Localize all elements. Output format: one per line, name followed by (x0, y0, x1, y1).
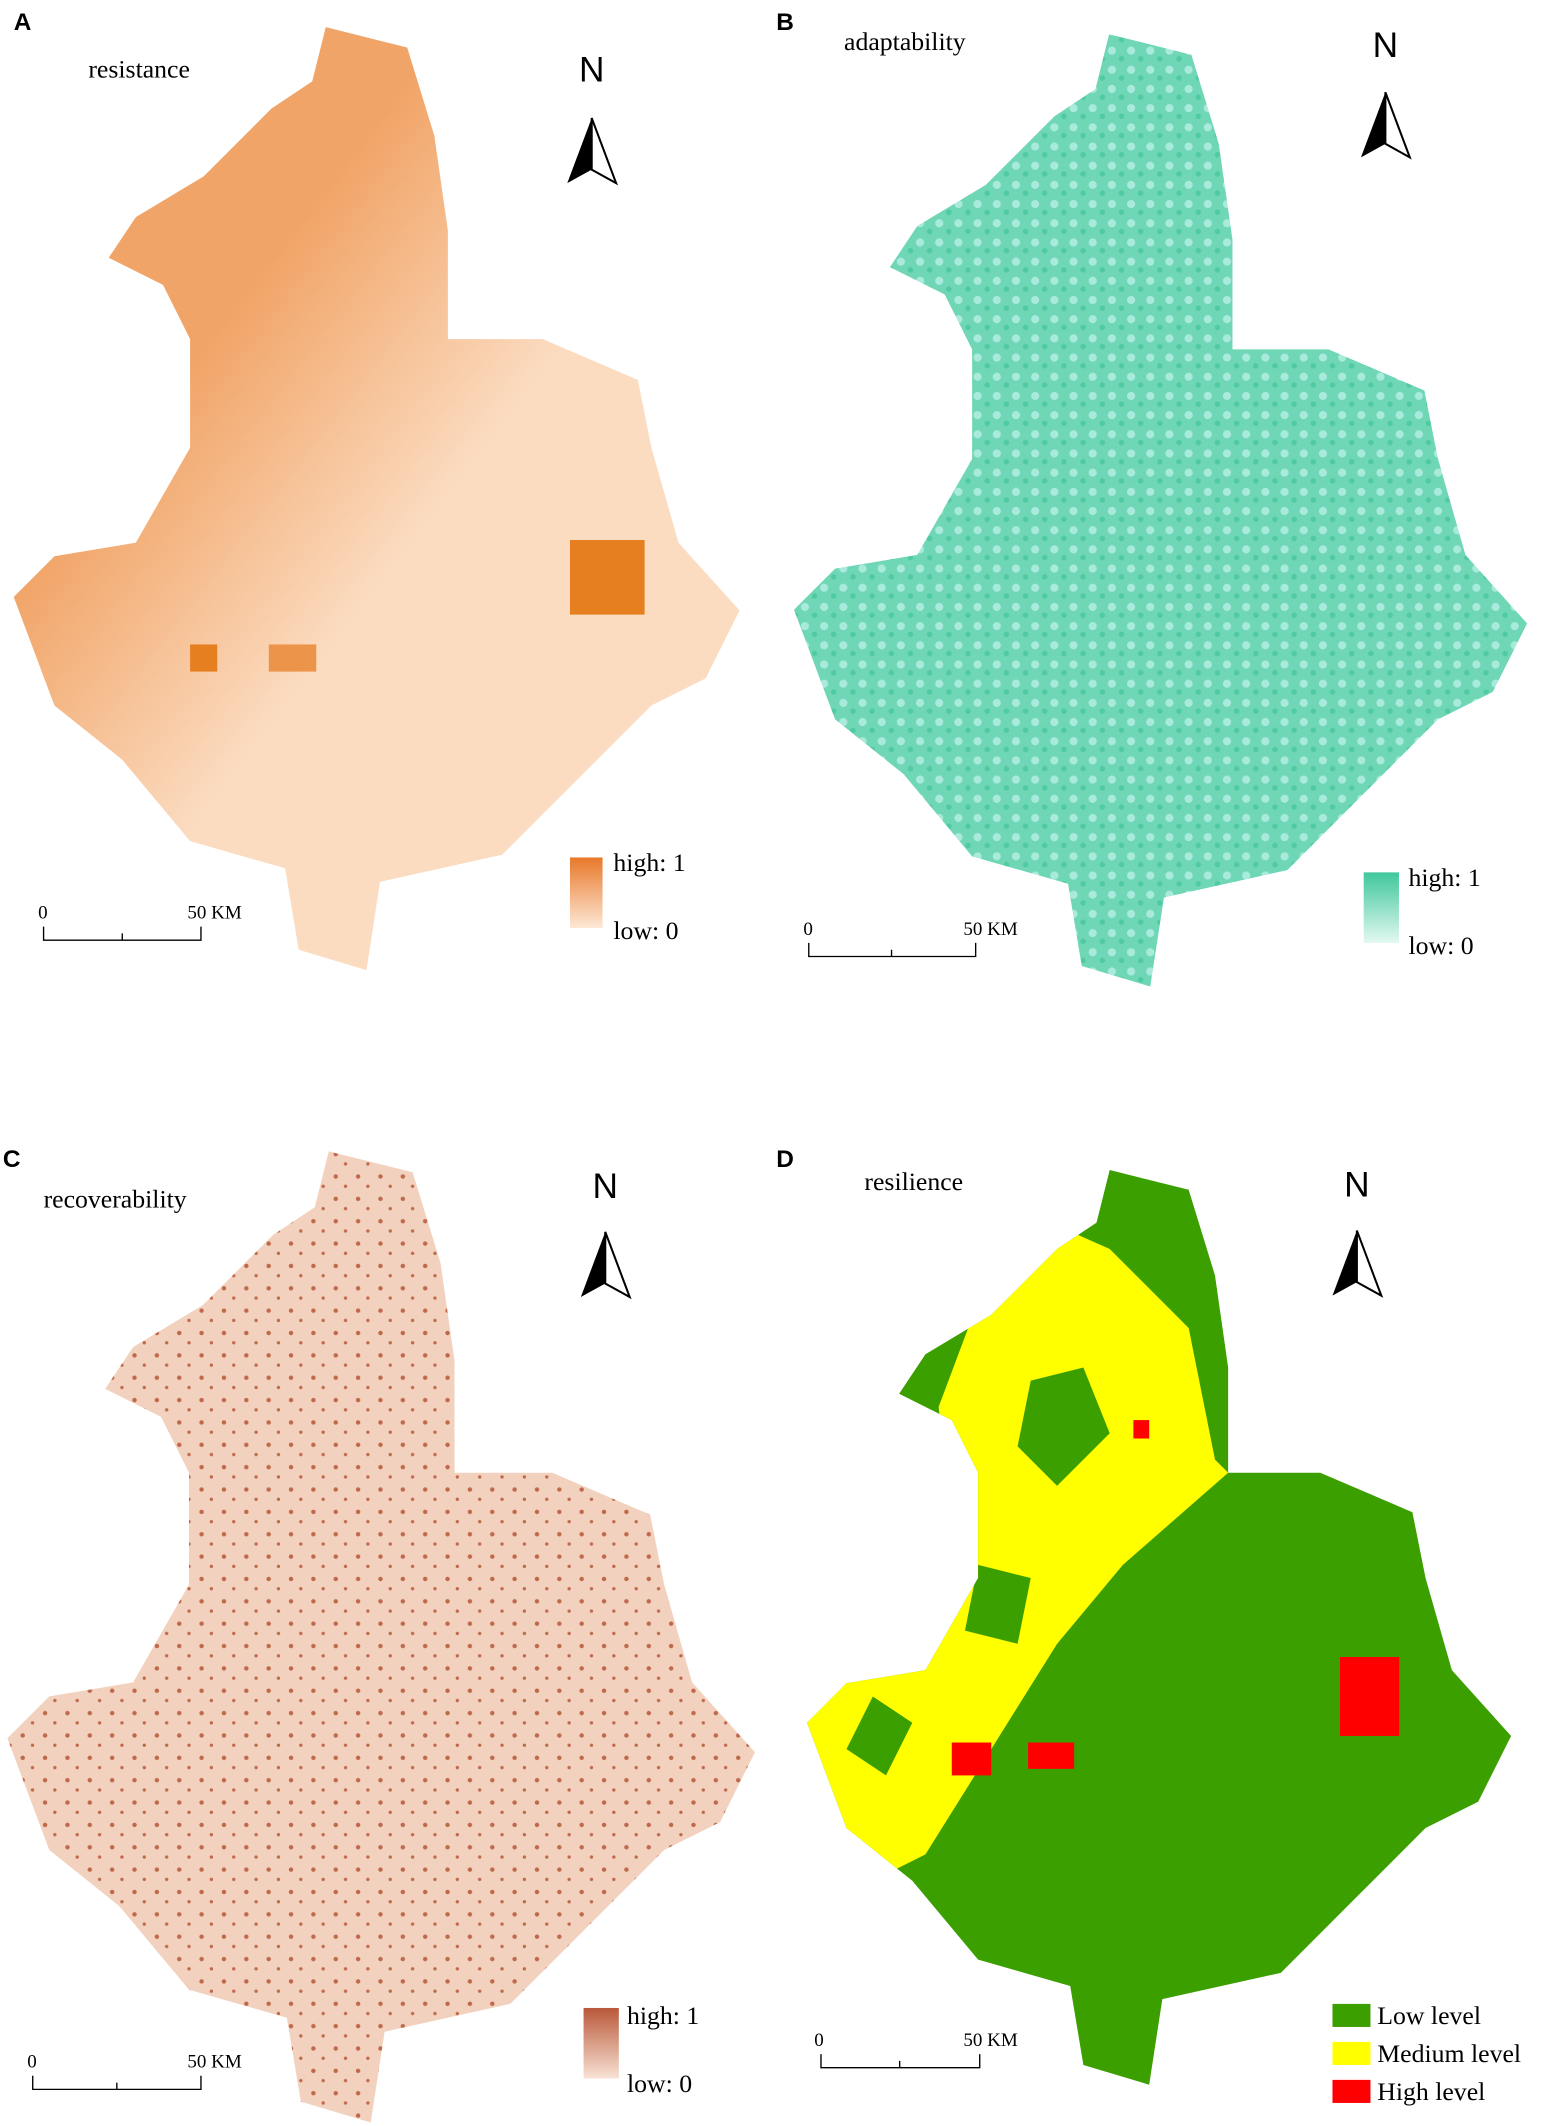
scale-end: 50 KM (187, 2052, 241, 2073)
legend-ramp (569, 857, 603, 929)
panel-letter: D (776, 1146, 794, 1173)
panel-a: A resistance N 0 50 KM high: 1 low: 0 (13, 9, 740, 971)
panel-title: resistance (88, 54, 190, 83)
panel-title: recoverability (44, 1184, 187, 1213)
north-label: N (1344, 1166, 1369, 1205)
scale-bar (42, 926, 202, 941)
panel-letter: B (776, 9, 794, 36)
scale-bar (820, 2054, 981, 2069)
scale-start: 0 (814, 2030, 824, 2051)
scale-end: 50 KM (963, 919, 1017, 940)
north-label: N (579, 50, 604, 89)
panel-d: D resilience N 0 50 KM Low level Medium … (776, 1146, 1521, 2106)
north-arrow (566, 117, 618, 185)
panel-letter: C (3, 1146, 21, 1173)
legend-label: low: 0 (1408, 931, 1473, 960)
legend-label: Medium level (1377, 2039, 1521, 2068)
legend-label: high: 1 (613, 848, 685, 877)
north-arrow (1331, 1229, 1383, 1297)
panel-b: B adaptability N 0 50 KM high: 1 low: 0 (776, 9, 1528, 987)
legend-label: Low level (1377, 2001, 1481, 2030)
legend-swatch (1332, 2041, 1371, 2065)
map-region (13, 27, 740, 971)
scale-start: 0 (38, 903, 48, 924)
legend-label: low: 0 (627, 2069, 692, 2098)
scale-start: 0 (803, 919, 813, 940)
north-label: N (593, 1167, 618, 1206)
north-arrow (1359, 91, 1411, 159)
panel-letter: A (14, 9, 32, 36)
map-region (7, 1151, 755, 2123)
scale-bar (808, 942, 977, 958)
legend-label: high: 1 (1408, 863, 1480, 892)
legend-ramp (1363, 872, 1399, 943)
scale-end: 50 KM (187, 903, 241, 924)
legend-ramp (583, 2007, 619, 2079)
scale-end: 50 KM (963, 2030, 1017, 2051)
legend-label: high: 1 (627, 2001, 699, 2030)
legend-label: low: 0 (613, 916, 678, 945)
panel-c: C recoverability N 0 50 KM high: 1 low: … (3, 1146, 755, 2123)
legend-label: High level (1377, 2077, 1485, 2106)
north-arrow (579, 1230, 631, 1299)
panel-title: resilience (864, 1167, 963, 1196)
legend-swatch (1332, 2079, 1371, 2103)
map-region (793, 34, 1528, 987)
legend-swatch (1332, 2003, 1371, 2027)
scale-start: 0 (27, 2052, 37, 2073)
north-label: N (1373, 26, 1398, 65)
panel-title: adaptability (844, 27, 966, 56)
scale-bar (32, 2075, 202, 2091)
